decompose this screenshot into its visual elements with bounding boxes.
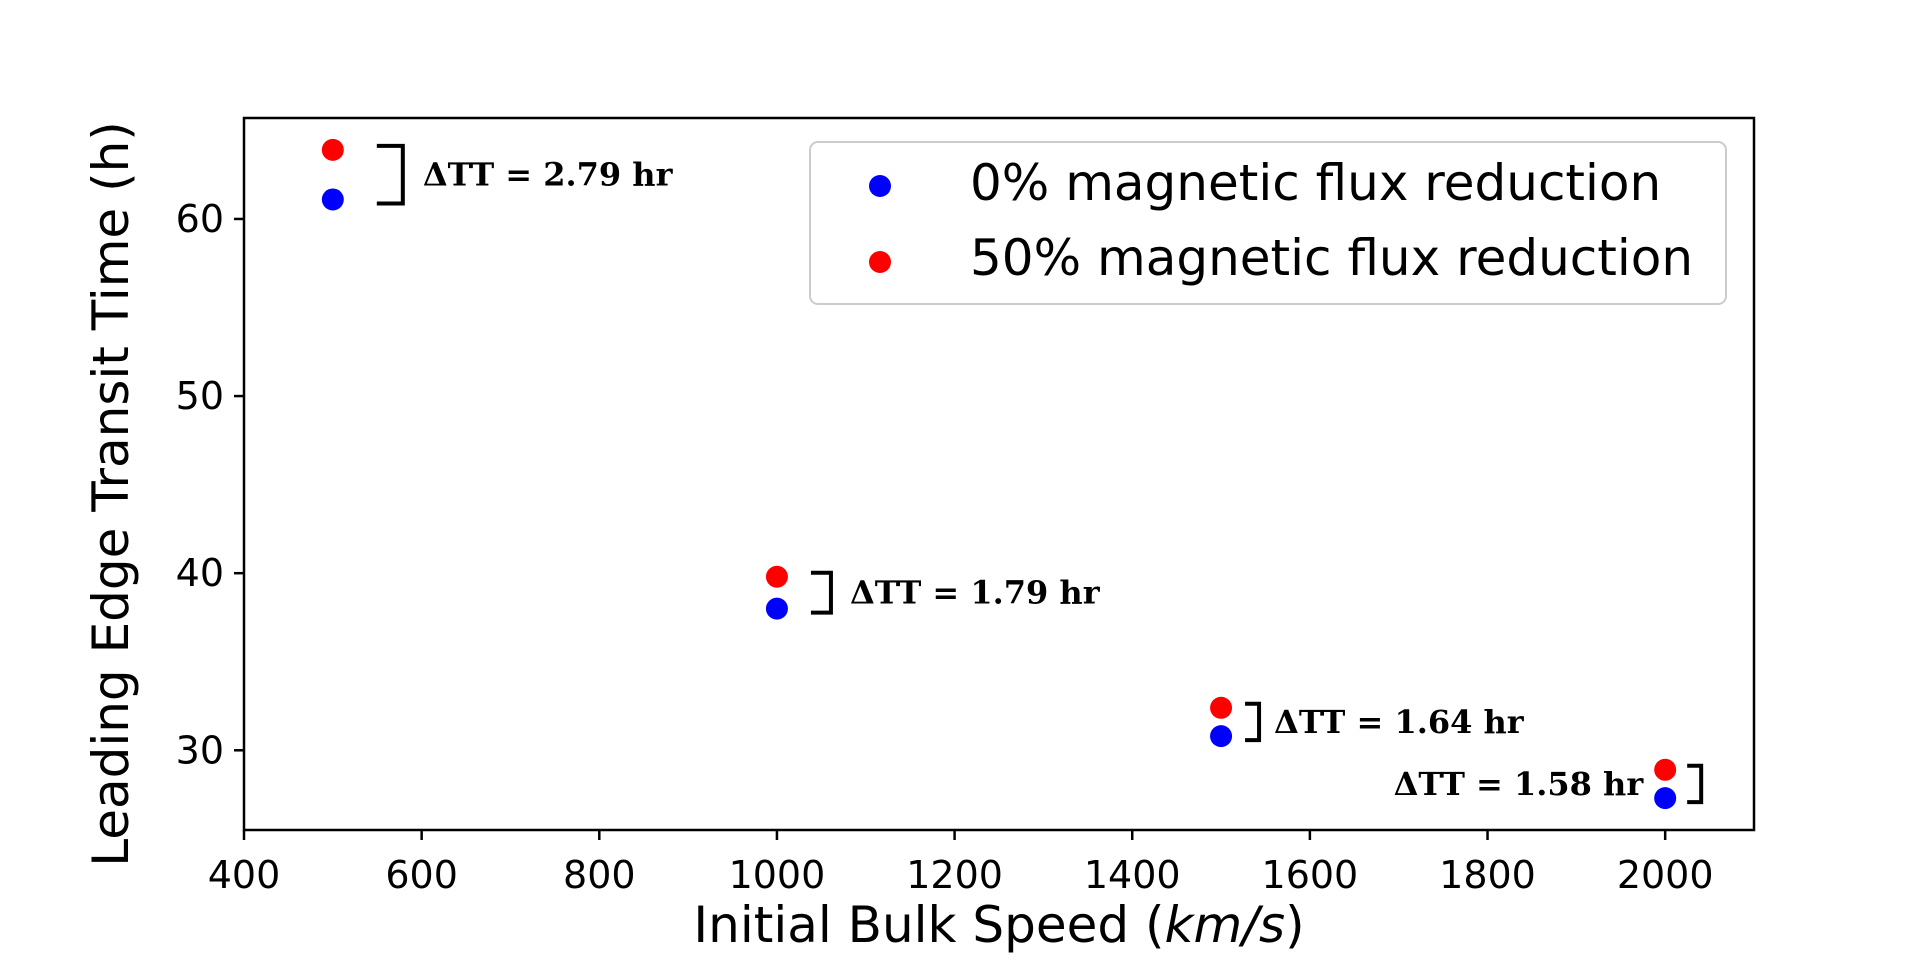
- y-tick-label: 30: [176, 728, 224, 772]
- x-axis-title-prefix: Initial Bulk Speed (: [693, 896, 1164, 954]
- point-0pct-reduction: [321, 188, 344, 211]
- x-tick-label: 800: [563, 853, 636, 897]
- point-0pct-reduction: [1654, 787, 1677, 810]
- y-tick-label: 60: [176, 197, 224, 241]
- legend: 0% magnetic flux reduction 50% magnetic …: [809, 141, 1727, 305]
- legend-label-50pct: 50% magnetic flux reduction: [970, 229, 1693, 287]
- point-50pct-reduction: [1654, 758, 1677, 781]
- y-axis-title: Leading Edge Transit Time (h): [82, 121, 140, 867]
- x-axis-title: Initial Bulk Speed (km/s): [693, 896, 1304, 954]
- delta-bracket: [810, 570, 833, 615]
- y-axis-ticks: 30 40 50 60: [176, 197, 244, 772]
- legend-marker-0pct: [869, 175, 891, 197]
- delta-bracket: [1245, 701, 1262, 743]
- x-tick-label: 1000: [729, 853, 826, 897]
- x-tick-label: 1400: [1084, 853, 1181, 897]
- delta-label: ΔTT = 2.79 hr: [423, 156, 674, 194]
- x-tick-label: 1200: [906, 853, 1003, 897]
- delta-bracket: [376, 143, 405, 206]
- plot-area-frame: [242, 116, 1756, 832]
- x-tick-label: 1600: [1262, 853, 1359, 897]
- x-tick-label: 600: [385, 853, 458, 897]
- point-50pct-reduction: [765, 565, 788, 588]
- delta-label: ΔTT = 1.64 hr: [1274, 703, 1525, 741]
- point-50pct-reduction: [321, 138, 344, 161]
- legend-label-0pct: 0% magnetic flux reduction: [970, 154, 1661, 212]
- delta-label: ΔTT = 1.79 hr: [850, 574, 1101, 612]
- delta-annotations: ΔTT = 2.79 hr ΔTT = 1.79 hr ΔTT = 1.64 hr Δ…: [376, 143, 1704, 805]
- data-points: [321, 138, 1677, 810]
- x-tick-label: 400: [208, 853, 281, 897]
- point-0pct-reduction: [765, 597, 788, 620]
- y-tick-label: 50: [176, 374, 224, 418]
- legend-box: [809, 141, 1727, 305]
- x-axis-title-suffix: ): [1285, 896, 1305, 954]
- point-50pct-reduction: [1210, 696, 1233, 719]
- delta-bracket: [1687, 763, 1704, 805]
- delta-label: ΔTT = 1.58 hr: [1394, 765, 1645, 803]
- x-tick-label: 1800: [1439, 853, 1536, 897]
- x-axis-ticks: 400 600 800 1000 1200 1400 1600 1800 2000: [208, 830, 1714, 897]
- x-tick-label: 2000: [1617, 853, 1714, 897]
- x-axis-title-unit: km/s: [1165, 896, 1286, 954]
- legend-marker-50pct: [869, 251, 891, 273]
- point-0pct-reduction: [1210, 725, 1233, 748]
- y-tick-label: 40: [176, 551, 224, 595]
